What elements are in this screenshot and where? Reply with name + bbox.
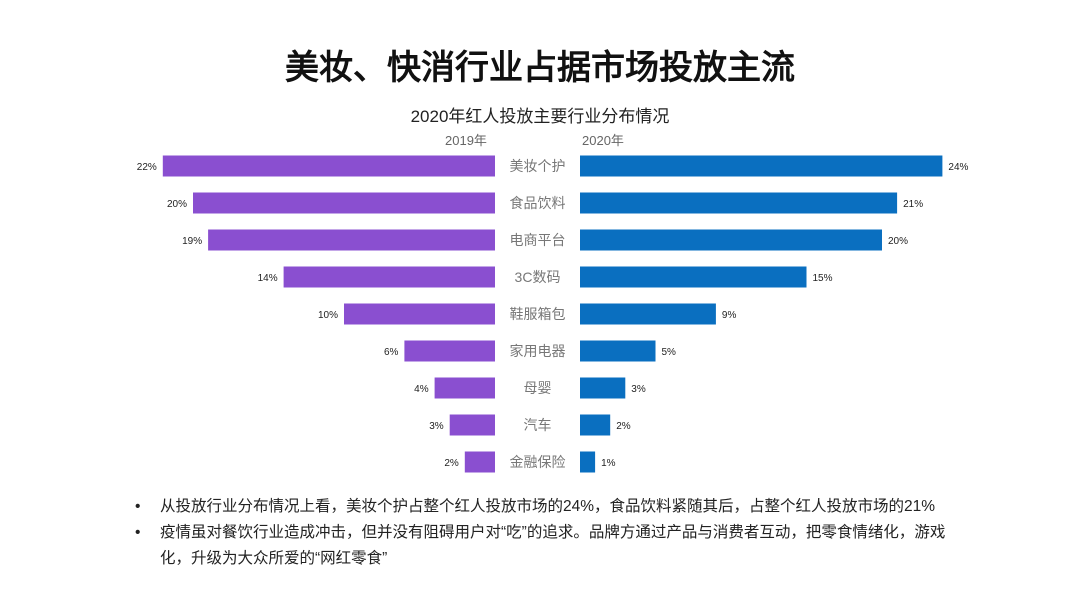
data-label-2020: 15%	[813, 273, 833, 284]
data-label-2020: 5%	[662, 347, 677, 358]
bar-2019	[193, 192, 495, 214]
bar-2019	[434, 377, 495, 399]
bar-2019	[208, 229, 495, 251]
data-label-2020: 3%	[631, 384, 646, 395]
bar-2020	[580, 266, 807, 288]
data-label-2020: 24%	[948, 162, 968, 173]
data-label-2020: 2%	[616, 421, 631, 432]
category-label: 电商平台	[510, 232, 566, 248]
data-label-2019: 2%	[444, 458, 459, 469]
data-label-2019: 6%	[384, 347, 399, 358]
category-label: 鞋服箱包	[510, 306, 566, 322]
category-label: 汽车	[524, 417, 552, 433]
bar-2019	[464, 451, 495, 473]
category-label: 金融保险	[510, 454, 566, 470]
bar-2019	[404, 340, 495, 362]
data-label-2020: 1%	[601, 458, 616, 469]
data-label-2019: 20%	[167, 199, 187, 210]
bar-2020	[580, 451, 596, 473]
bar-2020	[580, 414, 611, 436]
bullet-item: 疫情虽对餐饮行业造成冲击，但并没有阻碍用户对“吃”的追求。品牌方通过产品与消费者…	[135, 520, 975, 572]
category-label: 食品饮料	[510, 195, 566, 211]
data-label-2019: 10%	[318, 310, 338, 321]
data-label-2019: 14%	[258, 273, 278, 284]
bar-2020	[580, 155, 943, 177]
bar-2020	[580, 340, 656, 362]
data-label-2019: 19%	[182, 236, 202, 247]
bar-2019	[283, 266, 495, 288]
bar-2019	[162, 155, 496, 177]
data-label-2019: 22%	[137, 162, 157, 173]
chart-title: 2020年红人投放主要行业分布情况	[410, 107, 670, 126]
category-label: 美妆个护	[510, 158, 566, 174]
bar-2020	[580, 377, 626, 399]
bar-2019	[344, 303, 495, 325]
bar-2020	[580, 303, 716, 325]
data-label-2020: 21%	[903, 199, 923, 210]
bullet-item: 从投放行业分布情况上看，美妆个护占整个红人投放市场的24%，食品饮料紧随其后，占…	[135, 494, 975, 520]
data-label-2019: 4%	[414, 384, 429, 395]
data-label-2019: 3%	[429, 421, 444, 432]
legend-2019: 2019年	[445, 133, 487, 148]
category-label: 母婴	[524, 380, 552, 396]
category-label: 家用电器	[510, 343, 566, 359]
bar-2019	[449, 414, 495, 436]
bullet-list: 从投放行业分布情况上看，美妆个护占整个红人投放市场的24%，食品饮料紧随其后，占…	[135, 494, 975, 572]
slide-title: 美妆、快消行业占据市场投放主流	[285, 49, 795, 87]
category-label: 3C数码	[515, 269, 561, 285]
bar-2020	[580, 192, 898, 214]
bar-2020	[580, 229, 882, 251]
data-label-2020: 9%	[722, 310, 737, 321]
data-label-2020: 20%	[888, 236, 908, 247]
legend-2020: 2020年	[582, 133, 624, 148]
